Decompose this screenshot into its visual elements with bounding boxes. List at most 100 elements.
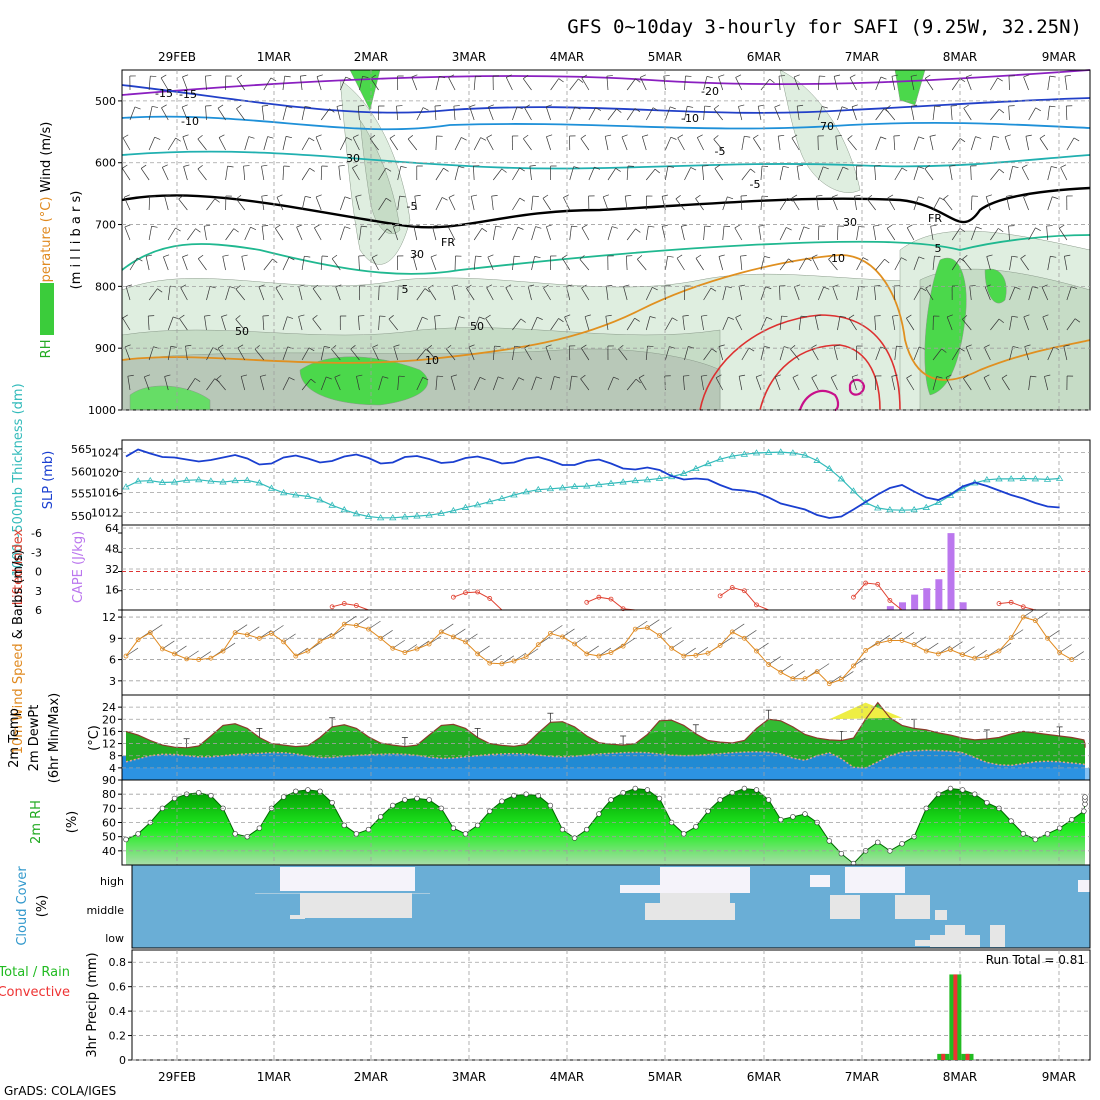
rh-marker [959,787,966,793]
wind-barb-flag [399,195,406,198]
rh-marker [1056,825,1063,831]
wind-barb [1047,76,1051,91]
wind-barb [791,197,800,211]
rh-contour-label: 30 [843,216,857,229]
wind-barb [817,166,824,181]
cloud-middle [895,895,930,919]
wind-barb [315,196,322,211]
wind-barb [331,348,341,361]
wind-barb-flag [788,258,794,263]
wind-barb [397,196,400,211]
wind-barb [545,106,551,121]
wind-barb [148,288,158,301]
wind10-barb [974,649,987,659]
wind-barb-flag [911,104,918,107]
wind-barb-flag [237,344,244,349]
wind-barb-flag [652,287,658,291]
wind-barb [167,227,176,241]
wind-barb-flag [625,194,632,197]
wind-barb-flag [635,78,641,83]
wind-barb [605,286,609,301]
wind10-barb [1047,630,1060,639]
wind-barb-flag [217,104,224,109]
rh-marker [474,822,481,829]
wind-barb-flag [413,224,420,227]
wind-barb-flag [930,224,937,227]
wind-barb [932,256,935,271]
wind-barb-flag [151,225,158,228]
tick-label: 600 [95,157,116,170]
wind-barb-flag [774,104,781,108]
wind-barb [473,316,480,331]
wind-barb [167,286,171,301]
wind-barb [753,138,762,151]
wind-barb [160,77,169,91]
thickness-marker [231,476,239,484]
thickness-marker [279,489,288,496]
wind-barb [925,287,934,301]
wind-barb-flag [654,168,660,174]
wind10-barb [719,637,733,646]
wind-barb-flag [519,197,526,202]
wind-barb [435,168,444,181]
wind-barb-flag [523,134,529,139]
contour-label: -5 [750,178,761,191]
wind-barb [913,287,922,301]
wind-barb-flag [471,194,478,197]
wind-barb-flag [823,286,830,290]
wind-barb [371,257,379,271]
wind-barb [741,136,745,151]
wind-barb [1064,256,1068,271]
wind10-marker [935,651,941,657]
date-labels-bottom: 29FEB 1MAR 2MAR 3MAR 4MAR 5MAR 6MAR 7MAR 8MAR 9MA… [158,1070,1076,1084]
wind-barb-flag [839,315,846,318]
thickness-marker [886,506,894,513]
rh-shading-area [924,257,967,396]
wind-barb-flag [235,285,241,290]
wind-barb [626,228,636,241]
li-marker [584,599,590,605]
wind-barb-flag [523,74,529,79]
cloud-high [660,867,750,893]
wind-barb-flag [949,164,956,167]
contour-label: FR [441,236,455,249]
wind-barb [282,76,286,91]
wind-barb [837,106,843,121]
wind-barb [492,226,496,241]
cloud-high [620,885,660,893]
wind-barb [665,346,670,361]
rh-marker [487,808,493,814]
wind-barb-flag [160,74,167,79]
wind-barb [340,137,347,151]
wind-barb [817,106,823,121]
wind-barb-flag [558,78,564,83]
rh-marker [390,802,396,809]
wind-barb [127,376,131,391]
rh-marker [499,798,505,804]
date-label-top: 3MAR [452,50,487,64]
wind-barb [206,198,216,211]
wind-barb [282,377,290,391]
wind-barb [240,376,246,391]
wind-barb-flag [216,375,222,380]
wind-barb [182,256,188,271]
wind10-marker [948,647,953,653]
wind-barb [197,138,207,151]
wind10-marker [596,653,602,659]
wind10-marker [269,630,274,636]
wind-barb-flag [934,255,941,258]
wind-barb [713,139,723,151]
wind10-marker [135,637,141,643]
axis-label: SLP (mb) [41,451,56,510]
thickness-marker [655,474,664,481]
tick-label: 0.2 [109,1030,127,1043]
wind-barb-flag [486,134,493,138]
tick-label: 0.8 [109,956,127,969]
precip-panel: 0 0.2 0.4 0.6 0.8 Run Total = 0.81 Total / Rai… [0,949,1091,1067]
wind-barb [924,78,934,91]
wind-barb [561,258,571,271]
wind-barb-flag [849,74,856,78]
wind-barb [416,316,423,331]
wind10-marker [1032,618,1038,624]
